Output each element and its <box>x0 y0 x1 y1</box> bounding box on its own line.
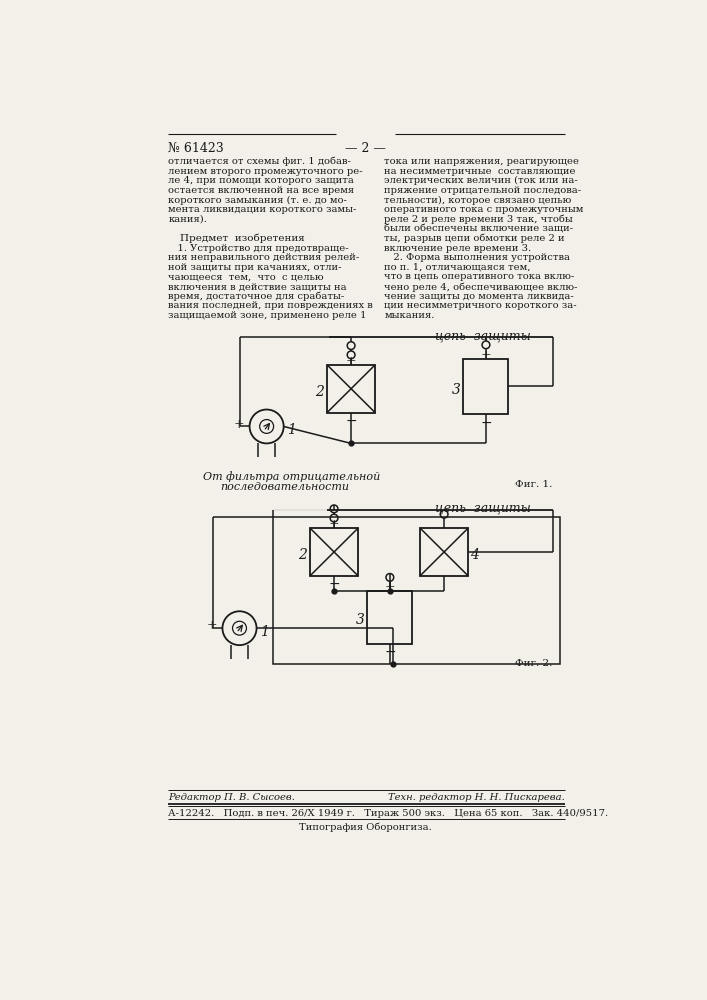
Text: +: + <box>385 581 395 594</box>
Text: 1. Устройство для предотвраще-: 1. Устройство для предотвраще- <box>168 244 349 253</box>
Text: Фиг. 1.: Фиг. 1. <box>515 480 552 489</box>
Text: лением второго промежуточного ре-: лением второго промежуточного ре- <box>168 167 363 176</box>
Text: кания).: кания). <box>168 215 207 224</box>
Text: включение реле времени 3.: включение реле времени 3. <box>385 244 532 253</box>
Text: −: − <box>384 645 396 659</box>
Bar <box>273 517 559 664</box>
Text: −: − <box>328 577 340 591</box>
Text: цепь  защиты: цепь защиты <box>435 329 530 342</box>
Text: — 2 —: — 2 — <box>346 142 386 155</box>
Text: что в цепь оперативного тока вклю-: что в цепь оперативного тока вклю- <box>385 272 575 281</box>
Text: −: − <box>345 414 357 428</box>
Bar <box>310 528 358 576</box>
Text: 4: 4 <box>470 548 479 562</box>
Text: тельности), которое связано цепью: тельности), которое связано цепью <box>385 195 572 205</box>
Text: 3: 3 <box>356 613 364 628</box>
Text: отличается от схемы фиг. 1 добав-: отличается от схемы фиг. 1 добав- <box>168 157 351 166</box>
Text: +: + <box>234 418 245 431</box>
Text: От фильтра отрицательной: От фильтра отрицательной <box>203 471 380 482</box>
Text: −: − <box>480 416 492 430</box>
Text: электрических величин (ток или на-: электрических величин (ток или на- <box>385 176 578 185</box>
Text: +: + <box>329 518 339 531</box>
Text: защищаемой зоне, применено реле 1: защищаемой зоне, применено реле 1 <box>168 311 367 320</box>
Text: Редактор П. В. Сысоев.: Редактор П. В. Сысоев. <box>168 793 295 802</box>
Text: Фиг. 2.: Фиг. 2. <box>515 659 552 668</box>
Text: 2: 2 <box>315 385 324 399</box>
Text: № 61423: № 61423 <box>168 142 224 155</box>
Text: время, достаточное для срабаты-: время, достаточное для срабаты- <box>168 292 344 301</box>
Text: вания последней, при повреждениях в: вания последней, при повреждениях в <box>168 301 373 310</box>
Text: последовательности: последовательности <box>220 482 349 492</box>
Text: оперативного тока с промежуточным: оперативного тока с промежуточным <box>385 205 584 214</box>
Text: были обеспечены включение защи-: были обеспечены включение защи- <box>385 224 573 233</box>
Bar <box>327 365 375 413</box>
Text: чено реле 4, обеспечивающее вклю-: чено реле 4, обеспечивающее вклю- <box>385 282 578 292</box>
Text: короткого замыкания (т. е. до мо-: короткого замыкания (т. е. до мо- <box>168 195 347 205</box>
Text: мыкания.: мыкания. <box>385 311 435 320</box>
Text: +: + <box>481 349 491 362</box>
Text: ной защиты при качаниях, отли-: ной защиты при качаниях, отли- <box>168 263 341 272</box>
Bar <box>420 528 468 576</box>
Text: Предмет  изобретения: Предмет изобретения <box>180 234 305 243</box>
Text: Типография Оборонгиза.: Типография Оборонгиза. <box>300 822 432 832</box>
Text: 3: 3 <box>452 382 460 396</box>
Text: чающееся  тем,  что  с целью: чающееся тем, что с целью <box>168 272 324 281</box>
Text: А-12242.   Подп. в печ. 26/X 1949 г.   Тираж 500 экз.   Цена 65 коп.   Зак. 440/: А-12242. Подп. в печ. 26/X 1949 г. Тираж… <box>168 809 608 818</box>
Text: пряжение отрицательной последова-: пряжение отрицательной последова- <box>385 186 582 195</box>
Text: 1: 1 <box>259 625 269 639</box>
Text: остается включенной на все время: остается включенной на все время <box>168 186 354 195</box>
Text: ции несимметричного короткого за-: ции несимметричного короткого за- <box>385 301 577 310</box>
Text: ния неправильного действия релей-: ния неправильного действия релей- <box>168 253 359 262</box>
Text: по п. 1, отличающаяся тем,: по п. 1, отличающаяся тем, <box>385 263 531 272</box>
Text: 2. Форма выполнения устройства: 2. Форма выполнения устройства <box>385 253 571 262</box>
Text: ле 4, при помощи которого защита: ле 4, при помощи которого защита <box>168 176 354 185</box>
Text: тока или напряжения, реагирующее: тока или напряжения, реагирующее <box>385 157 580 166</box>
Text: +: + <box>207 619 218 632</box>
Text: ты, разрыв цепи обмотки реле 2 и: ты, разрыв цепи обмотки реле 2 и <box>385 234 565 243</box>
Text: Техн. редактор Н. Н. Пискарева.: Техн. редактор Н. Н. Пискарева. <box>388 793 565 802</box>
Text: на несимметричные  составляющие: на несимметричные составляющие <box>385 167 576 176</box>
Text: 2: 2 <box>298 548 307 562</box>
Bar <box>368 591 412 644</box>
Text: чение защиты до момента ликвида-: чение защиты до момента ликвида- <box>385 292 574 301</box>
Text: 1: 1 <box>287 423 296 437</box>
Text: реле 2 и реле времени 3 так, чтобы: реле 2 и реле времени 3 так, чтобы <box>385 215 573 224</box>
Bar <box>464 359 508 414</box>
Text: включения в действие защиты на: включения в действие защиты на <box>168 282 347 291</box>
Circle shape <box>223 611 257 645</box>
Text: +: + <box>346 355 356 368</box>
Circle shape <box>250 410 284 443</box>
Text: мента ликвидации короткого замы-: мента ликвидации короткого замы- <box>168 205 356 214</box>
Text: цепь  защиты: цепь защиты <box>435 502 530 515</box>
